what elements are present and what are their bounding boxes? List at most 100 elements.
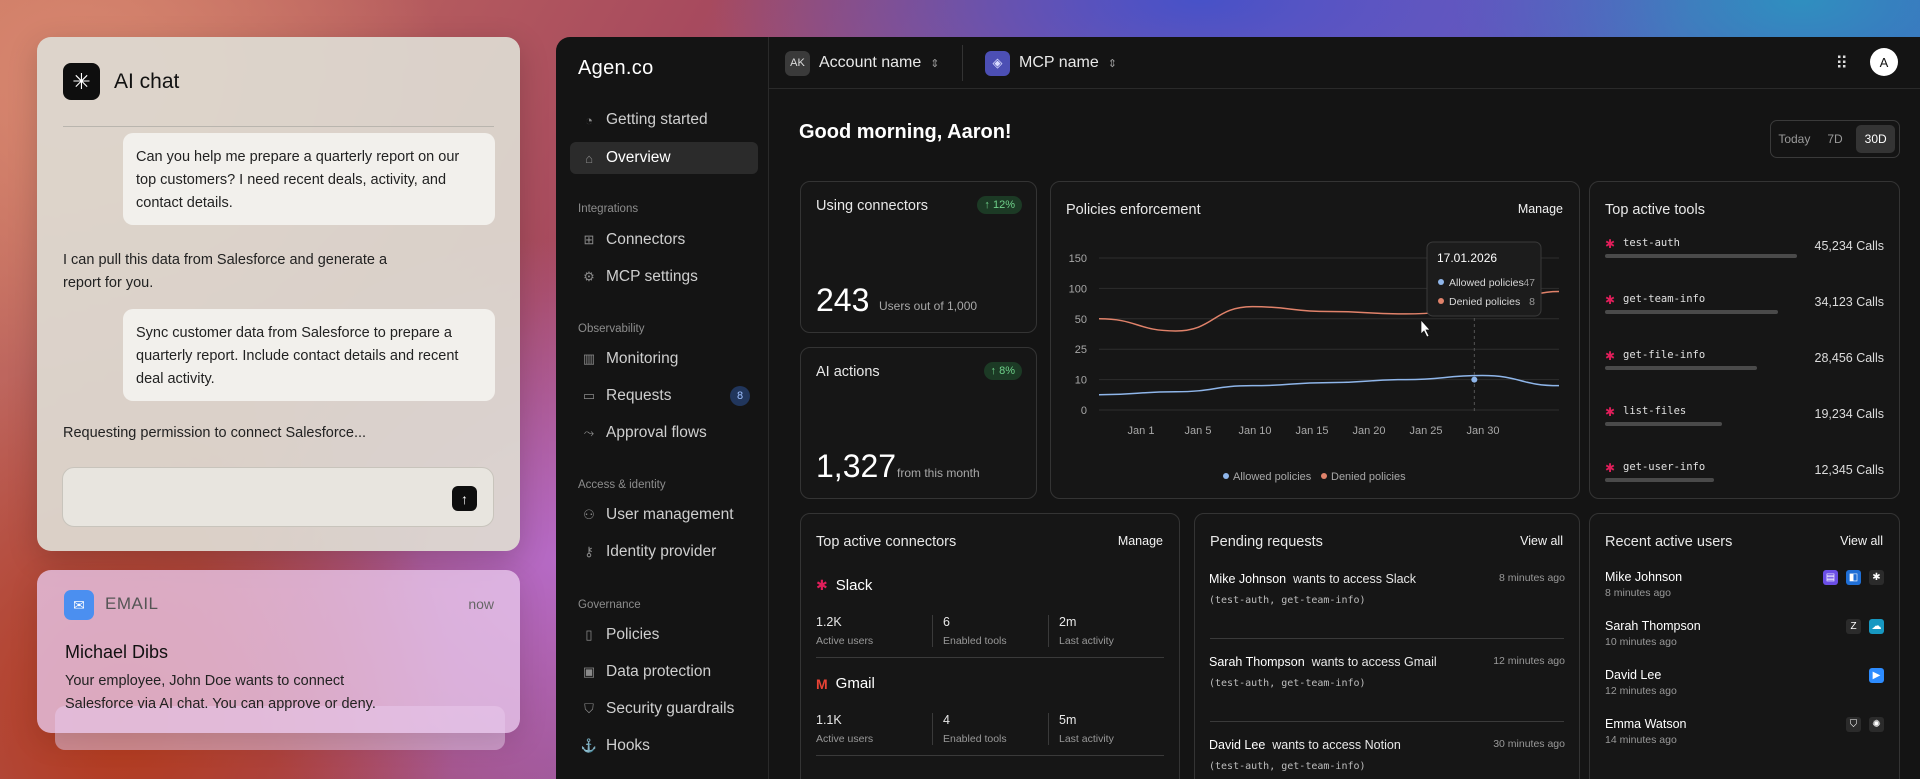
sidebar-item-security-guardrails[interactable]: ⛉ Security guardrails [570,693,758,725]
pending-request-row[interactable]: Mike Johnson wants to access Slack 8 minu… [1209,572,1565,606]
nav-section-integrations: Integrations [578,203,639,215]
card-title: Using connectors [816,198,929,214]
sidebar-item-getting-started[interactable]: ◔ Getting started [570,104,758,136]
tool-row[interactable]: ✱ get-file-info 28,456 Calls [1605,349,1884,377]
tool-name: get-user-info [1623,461,1706,473]
tooltip-dot-denied [1438,298,1444,304]
mcp-selector[interactable]: ◈ MCP name ⇕ [985,49,1117,77]
email-label: EMAIL [105,594,159,613]
user-row[interactable]: Sarah Thompson 10 minutes ago Z ☁ [1605,619,1884,648]
tool-row[interactable]: ✱ test-auth 45,234 Calls [1605,237,1884,265]
user-row[interactable]: Emma Watson 14 minutes ago ⛉ ✺ [1605,717,1884,746]
tooltip-allowed-label: Allowed policies [1449,277,1524,289]
nav-section-access: Access & identity [578,479,666,491]
y-tick-label: 50 [1075,314,1087,326]
user-connector-icons: ▶ [1869,668,1884,683]
stat-label: Last activity [1059,635,1114,647]
zoom-icon: ▶ [1869,668,1884,683]
sidebar-item-policies[interactable]: ▯ Policies [570,619,758,651]
sidebar-item-label: Security guardrails [606,700,735,717]
sidebar-item-monitoring[interactable]: ▥ Monitoring [570,343,758,375]
sidebar-item-data-protection[interactable]: ▣ Data protection [570,656,758,688]
email-body: Your employee, John Doe wants to connect… [65,673,376,712]
connector-slack[interactable]: ✱ Slack [816,577,872,594]
outlook-icon: ◧ [1846,570,1861,585]
tool-calls: 19,234 Calls [1814,407,1885,421]
tool-row[interactable]: ✱ get-user-info 12,345 Calls [1605,461,1884,489]
tooltip-date: 17.01.2026 [1437,251,1497,265]
range-30d[interactable]: 30D [1856,125,1896,153]
tool-usage-bar [1605,478,1714,482]
range-7d[interactable]: 7D [1827,132,1843,146]
x-tick-label: Jan 25 [1409,425,1442,437]
sidebar-item-connectors[interactable]: ⊞ Connectors [570,224,758,256]
card-title: AI actions [816,364,880,380]
user-avatar[interactable]: A [1870,48,1898,76]
slack-icon: ✱ [1605,293,1616,307]
sidebar-item-requests[interactable]: ▭ Requests 8 [570,380,758,412]
apps-grid-icon[interactable]: ⠿ [1835,54,1848,73]
card-title: Policies enforcement [1066,202,1201,218]
sidebar-item-user-management[interactable]: ⚇ User management [570,499,758,531]
metric-subtext: from this month [897,466,980,480]
chat-title: AI chat [114,69,180,93]
key-icon: ⚷ [584,544,594,559]
policies-line-chart: 0 10 25 50 100 150 Jan 1 Jan 5 Jan 10 Jan 15 Jan 2… [1069,241,1560,483]
assistant-message: Requesting permission to connect Salesfo… [63,425,367,441]
lock-icon: ▣ [582,664,596,679]
requests-count-badge: 8 [730,386,750,406]
user-connector-icons: ⛉ ✺ [1846,717,1884,732]
tool-name: get-file-info [1623,349,1706,361]
manage-link[interactable]: Manage [1117,534,1163,548]
shield-icon: ⛉ [1846,717,1861,732]
y-tick-label: 0 [1081,405,1087,417]
user-row[interactable]: Mike Johnson 8 minutes ago ▤ ◧ ✱ [1605,570,1884,599]
tool-usage-bar [1605,366,1757,370]
send-button[interactable]: ↑ [452,486,477,511]
range-today[interactable]: Today [1778,132,1811,146]
chat-input[interactable]: ↑ [62,467,494,527]
tool-name: get-team-info [1623,293,1706,305]
user-name: David Lee [1605,668,1662,682]
view-all-link[interactable]: View all [1520,534,1563,548]
sidebar-item-label: Getting started [606,111,708,128]
manage-link[interactable]: Manage [1517,202,1563,216]
gmail-icon: M [816,675,828,692]
hover-point-allowed [1471,376,1478,383]
stat-value: 4 [943,713,950,727]
divider [1210,638,1564,639]
user-row[interactable]: David Lee 12 minutes ago ▶ [1605,668,1884,697]
divider [816,657,1164,658]
policies-enforcement-card: Policies enforcement Manage 0 10 25 50 100 15… [1050,181,1580,499]
legend-label-denied: Denied policies [1331,471,1406,483]
account-selector[interactable]: AK Account name ⇕ [785,49,940,77]
divider [1048,713,1049,745]
y-tick-label: 10 [1075,375,1087,387]
pending-request-row[interactable]: Sarah Thompson wants to access Gmail 12 m… [1209,655,1565,689]
stat-enabled-tools: 6 Enabled tools [943,615,1007,647]
tool-row[interactable]: ✱ list-files 19,234 Calls [1605,405,1884,433]
sidebar-item-hooks[interactable]: ⚓ Hooks [570,730,758,762]
user-name: Emma Watson [1605,717,1687,731]
chevron-updown-icon: ⇕ [930,57,940,70]
sidebar-item-identity-provider[interactable]: ⚷ Identity provider [570,536,758,568]
request-tools: (test-auth, get-team-info) [1209,678,1366,689]
sparkle-icon: ✳ [63,63,100,100]
flow-icon: ⤳ [583,425,595,440]
sidebar-item-mcp-settings[interactable]: ⚙ MCP settings [570,261,758,293]
tool-row[interactable]: ✱ get-team-info 34,123 Calls [1605,293,1884,321]
cursor-icon [1420,319,1431,338]
pending-request-row[interactable]: David Lee wants to access Notion 30 minut… [1209,738,1565,772]
email-notification[interactable]: ✉ EMAIL now Michael Dibs Your employee, … [37,570,520,733]
assistant-message: I can pull this data from Salesforce and… [63,252,388,291]
connector-gmail[interactable]: M Gmail [816,675,875,692]
chat-icon: ▤ [1823,570,1838,585]
sidebar-item-label: Approval flows [606,424,707,441]
view-all-link[interactable]: View all [1840,534,1883,548]
tool-calls: 28,456 Calls [1814,351,1885,365]
sidebar: Agen.co ◔ Getting started ⌂ Overview Int… [556,37,769,779]
sidebar-item-approval-flows[interactable]: ⤳ Approval flows [570,417,758,449]
salesforce-icon: ☁ [1869,619,1884,634]
stat-label: Last activity [1059,733,1114,745]
sidebar-item-overview[interactable]: ⌂ Overview [570,142,758,174]
